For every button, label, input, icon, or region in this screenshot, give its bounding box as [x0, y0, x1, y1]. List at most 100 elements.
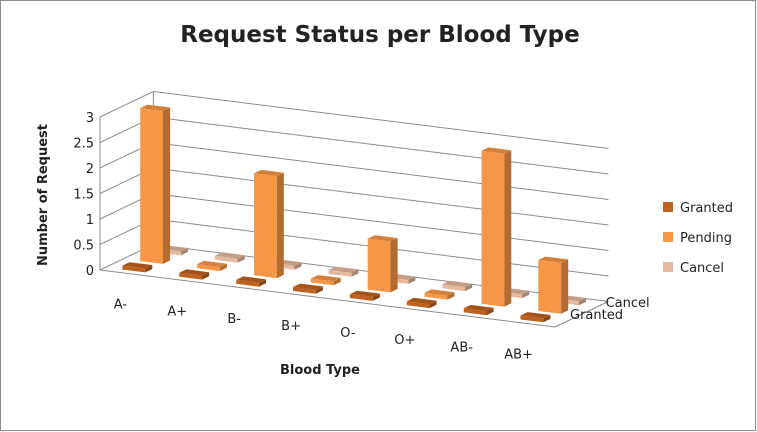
legend-swatch: [663, 202, 673, 212]
bar-side: [351, 269, 359, 277]
bar-side: [372, 293, 380, 301]
plot-area: 0 0.5 1 1.5 2 2.5 3 A- A+ B- B+ O- O+ AB- AB+ CancelGra…: [73, 91, 650, 362]
bar-front: [254, 173, 277, 279]
legend-item-cancel: Cancel: [663, 261, 724, 276]
bar-side: [163, 107, 171, 264]
bar-side: [237, 255, 245, 263]
legend-label: Granted: [680, 201, 733, 216]
floor-right-edge: [554, 301, 609, 328]
bar-granted-B+: [293, 283, 323, 294]
bar-top: [442, 280, 473, 288]
bar-side: [561, 259, 569, 314]
bar-front: [406, 301, 430, 309]
y-tick-label: 1.5: [73, 188, 94, 203]
bar-front: [310, 278, 334, 286]
bar-front: [197, 264, 220, 272]
bar-pending-AB+: [538, 256, 569, 314]
legend-swatch: [663, 232, 673, 242]
bar-front: [481, 150, 505, 307]
x-axis-title: Blood Type: [280, 363, 360, 378]
bar-front: [367, 238, 391, 293]
x-tick-label: B+: [281, 319, 301, 334]
chart-title: Request Status per Blood Type: [180, 22, 580, 48]
bar-side: [543, 314, 551, 323]
bar-cancel-B+: [328, 266, 359, 277]
bar-granted-O+: [406, 297, 437, 309]
x-tick-label: AB+: [504, 347, 533, 362]
gridline-back: [153, 142, 609, 200]
x-tick-label: O-: [340, 326, 356, 341]
bar-cancel-A+: [214, 252, 245, 263]
y-tick-label: 2: [86, 162, 94, 177]
bar-pending-A+: [197, 260, 227, 272]
bar-pending-A-: [140, 104, 171, 264]
bar-front: [140, 108, 163, 264]
y-tick-label: 2.5: [73, 137, 94, 152]
bar-side: [522, 290, 530, 299]
bar-top: [406, 297, 437, 305]
bar-side: [276, 172, 284, 279]
bar-top: [463, 304, 494, 312]
bar-granted-A+: [179, 269, 210, 280]
bar-side: [202, 272, 210, 280]
bar-front: [179, 272, 202, 280]
bar-granted-A-: [122, 262, 153, 273]
bar-top: [293, 283, 323, 290]
bar-side: [258, 279, 266, 287]
bar-top: [254, 169, 284, 177]
gridline-back: [153, 91, 609, 149]
bar-front: [520, 315, 544, 323]
legend-swatch: [663, 262, 673, 272]
bar-front: [349, 294, 373, 301]
bar-granted-AB+: [520, 312, 551, 323]
x-tick-label: B-: [227, 312, 241, 327]
bar-granted-AB-: [463, 304, 494, 316]
x-tick-label: A-: [114, 298, 128, 313]
bar-front: [214, 255, 238, 263]
bar-top: [481, 147, 512, 154]
legend: Granted Pending Cancel: [663, 201, 733, 276]
bar-top: [520, 312, 551, 319]
x-tick-label: O+: [394, 333, 415, 348]
y-tick-label: 3: [86, 111, 94, 126]
y-tick-label: 0.5: [73, 239, 94, 254]
bar-pending-AB-: [481, 147, 512, 307]
bar-top: [349, 290, 380, 297]
depth-tick-label: Granted: [570, 308, 623, 323]
bar-side: [294, 262, 302, 270]
bar-top: [236, 276, 266, 283]
bar-granted-O-: [349, 290, 380, 301]
bar-front: [463, 308, 487, 316]
gridline-back: [153, 116, 609, 175]
bar-top: [328, 266, 359, 273]
legend-item-pending: Pending: [663, 231, 732, 246]
gridline-side: [99, 91, 154, 118]
bar-side: [145, 265, 153, 273]
bar-side: [390, 238, 398, 293]
bar-top: [140, 104, 171, 111]
bar-top: [424, 289, 455, 296]
bar-top: [310, 275, 341, 282]
bar-side: [315, 286, 323, 294]
bar-side: [429, 300, 437, 309]
bar-top: [538, 256, 569, 263]
bar-pending-O+: [424, 289, 455, 300]
bar-top: [367, 235, 398, 242]
bar-pending-B+: [310, 275, 341, 286]
bar-front: [538, 260, 562, 314]
bar-pending-O-: [367, 235, 398, 293]
gridline-back: [153, 167, 609, 226]
bar-top: [197, 260, 227, 268]
floor-front-edge: [99, 269, 556, 328]
legend-item-granted: Granted: [663, 201, 733, 216]
x-tick-label: A+: [167, 305, 187, 320]
y-tick-label: 0: [86, 264, 94, 279]
bar-front: [293, 287, 316, 294]
bar-top: [122, 262, 153, 269]
bar-top: [214, 252, 245, 259]
bar-side: [333, 277, 341, 286]
y-axis-title: Number of Request: [36, 124, 51, 266]
bar-side: [408, 276, 416, 284]
bar-side: [219, 263, 227, 272]
bar-front: [424, 292, 448, 300]
